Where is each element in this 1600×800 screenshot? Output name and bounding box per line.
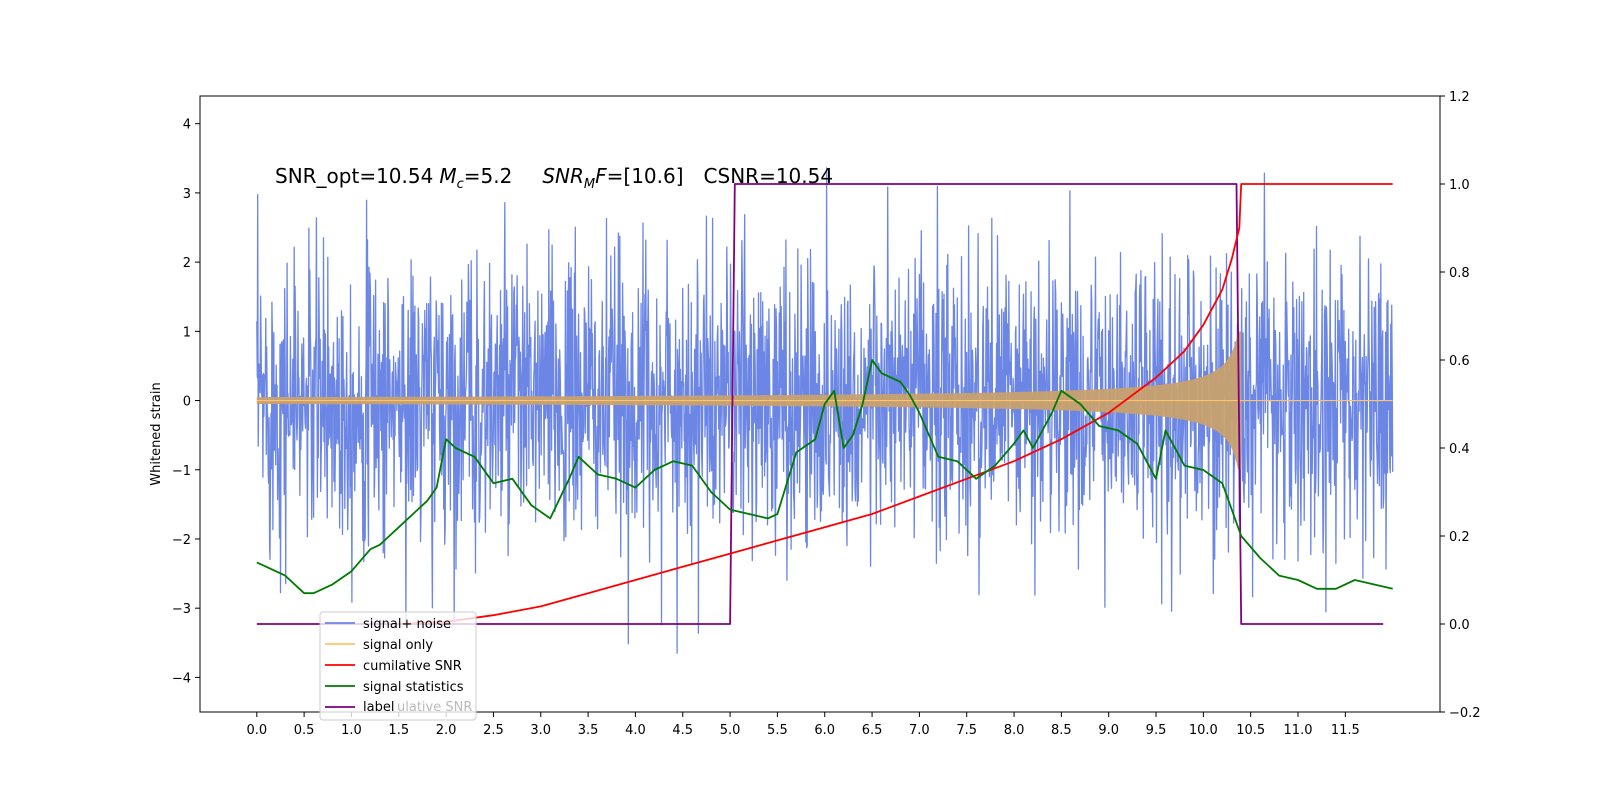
legend-label-cumulative-snr: cumilative SNR	[363, 659, 462, 674]
x-tick-label: 11.5	[1331, 723, 1360, 738]
x-tick-label: 0.0	[246, 723, 267, 738]
x-tick-label: 10.5	[1236, 723, 1265, 738]
y-right-tick-label: 0.2	[1449, 530, 1470, 545]
y-left-tick-label: 2	[183, 256, 191, 271]
legend: ulative SNR signal+ noise signal only cu…	[319, 611, 477, 721]
x-tick-label: 2.0	[436, 723, 457, 738]
x-tick-label: 4.0	[625, 723, 646, 738]
y-axis-right: −0.2 0.0 0.2 0.4 0.6 0.8 1.0 1.2	[1440, 90, 1481, 721]
x-tick-label: 7.0	[909, 723, 930, 738]
y-right-tick-label: 0.6	[1449, 354, 1470, 369]
x-tick-label: 3.5	[578, 723, 599, 738]
y-right-tick-label: −0.2	[1449, 706, 1481, 721]
y-right-tick-label: 0.0	[1449, 618, 1470, 633]
y-left-tick-label: 0	[183, 395, 191, 410]
y-left-tick-label: 3	[183, 187, 191, 202]
y-left-tick-label: −3	[172, 602, 191, 617]
y-axis-left: −4 −3 −2 −1 0 1 2 3 4	[172, 118, 200, 686]
x-tick-label: 3.0	[530, 723, 551, 738]
x-tick-label: 8.0	[1004, 723, 1025, 738]
x-tick-label: 9.0	[1098, 723, 1119, 738]
series-signal-noise	[256, 167, 1394, 654]
y-right-tick-label: 1.0	[1449, 178, 1470, 193]
snr-opt-text: SNR_opt=10.54	[275, 164, 433, 188]
x-tick-label: 5.0	[720, 723, 741, 738]
plot-frame	[199, 95, 1441, 713]
x-tick-label: 6.5	[862, 723, 883, 738]
x-tick-label: 2.5	[483, 723, 504, 738]
plot-area	[256, 167, 1394, 654]
x-tick-label: 5.5	[767, 723, 788, 738]
x-tick-label: 0.5	[294, 723, 315, 738]
y-left-tick-label: 4	[183, 118, 191, 133]
y-left-tick-label: −4	[172, 671, 191, 686]
x-tick-label: 1.0	[341, 723, 362, 738]
x-tick-label: 10.0	[1189, 723, 1218, 738]
x-tick-label: 1.5	[388, 723, 409, 738]
x-tick-label: 9.5	[1146, 723, 1167, 738]
x-tick-label: 11.0	[1284, 723, 1313, 738]
legend-label-signal-statistics: signal statistics	[363, 680, 464, 695]
y-right-tick-label: 0.4	[1449, 442, 1470, 457]
legend-ghost-text: ulative SNR	[397, 700, 472, 715]
series-signal-statistics	[256, 359, 1393, 595]
legend-label-signal-only: signal only	[363, 638, 433, 653]
y-right-tick-label: 1.2	[1449, 90, 1470, 105]
x-tick-label: 6.0	[814, 723, 835, 738]
snr-annotation: SNR_opt=10.54 Mc=5.2 SNRMF=[10.6] CSNR=10.5…	[275, 164, 833, 192]
x-tick-label: 7.5	[956, 723, 977, 738]
y-left-tick-label: −1	[172, 464, 191, 479]
y-left-tick-label: −2	[172, 533, 191, 548]
csnr-text: CSNR=10.54	[704, 164, 834, 188]
x-tick-label: 8.5	[1051, 723, 1072, 738]
x-axis: 0.0 0.5 1.0 1.5 2.0 2.5 3.0 3.5 4.0 4.5 5.0 5.5 6.0 6…	[246, 712, 1360, 738]
series-label	[256, 183, 1384, 625]
y-left-tick-label: 1	[183, 325, 191, 340]
legend-box	[319, 611, 477, 721]
y-axis-title-left: Whitened strain	[149, 382, 164, 485]
legend-label-label: label	[363, 700, 394, 715]
series-cumulative-snr	[398, 183, 1393, 625]
legend-label-signal-noise: signal+ noise	[363, 617, 451, 632]
y-right-tick-label: 0.8	[1449, 266, 1470, 281]
x-tick-label: 4.5	[672, 723, 693, 738]
